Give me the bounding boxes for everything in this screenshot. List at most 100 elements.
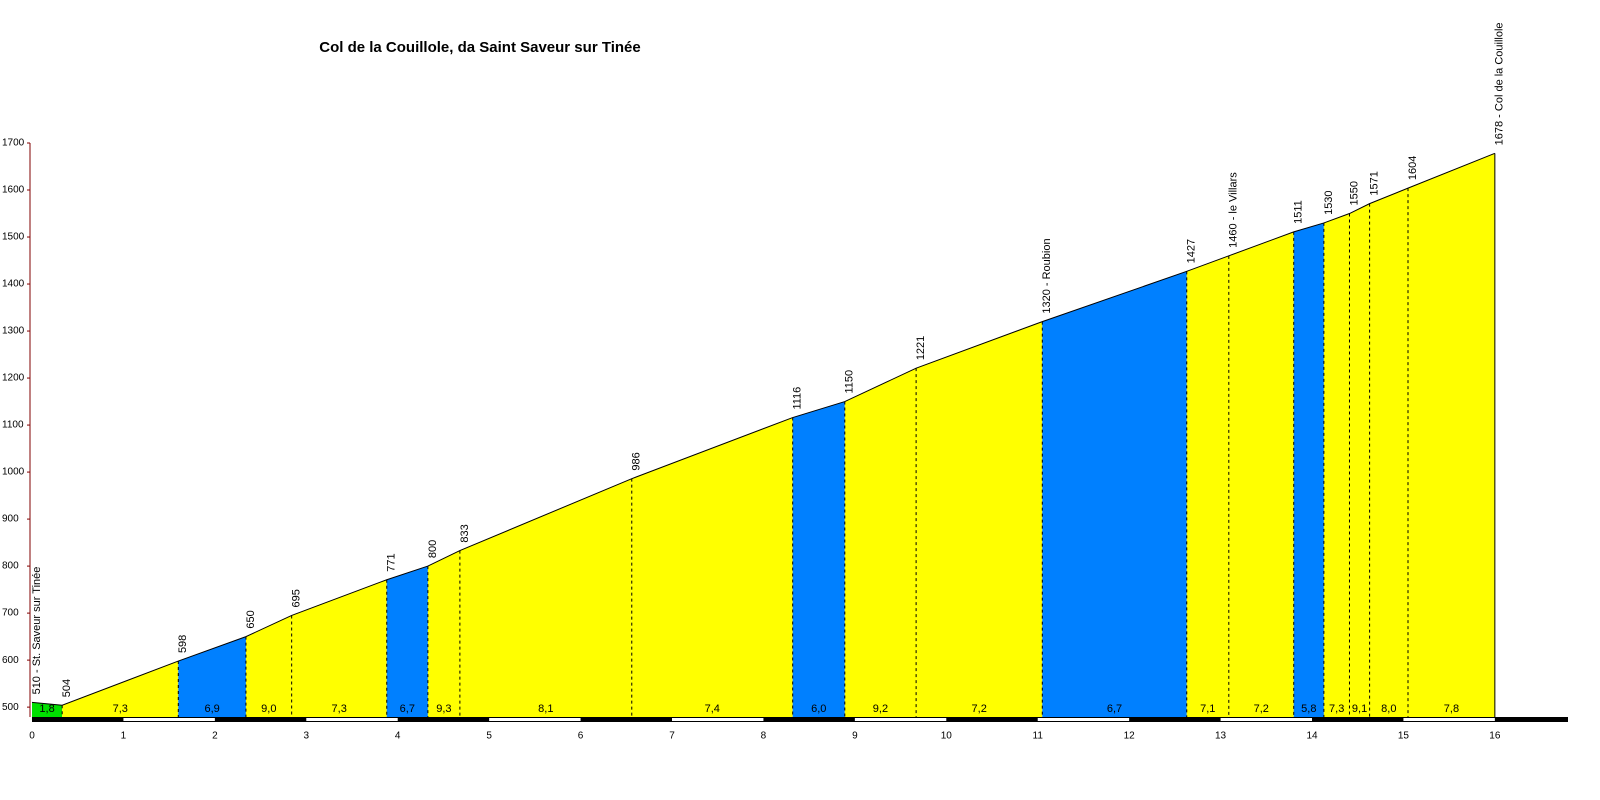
x-tick-label: 4 [395,731,401,742]
point-label: 1150 [844,370,856,394]
y-tick-label: 1700 [2,138,25,149]
gradient-label: 9,2 [873,703,888,715]
y-tick-label: 600 [2,655,19,666]
x-tick-label: 16 [1489,731,1501,742]
km-bar-white [489,718,581,721]
profile-segment [631,417,793,717]
point-label: 1320 - Roubion [1041,238,1053,313]
x-tick-label: 8 [761,731,767,742]
profile-segment [916,321,1043,717]
km-bar [32,717,1568,722]
point-label: 1604 [1407,156,1419,180]
point-label: 1550 [1348,181,1360,205]
point-label: 1511 [1293,200,1305,224]
gradient-label: 7,3 [113,703,128,715]
point-label: 510 - St. Saveur sur Tinée [31,567,43,695]
y-tick-label: 1100 [2,420,24,431]
gradient-label: 7,4 [705,703,720,715]
chart-title: Col de la Couillole, da Saint Saveur sur… [319,39,640,56]
profile-segment [1228,231,1294,717]
profile-segment [1042,271,1187,717]
profile-line [31,152,1496,706]
y-tick-label: 900 [2,514,19,525]
x-tick-label: 3 [304,731,310,742]
x-tick-label: 0 [29,731,35,742]
point-label: 1221 [915,336,927,360]
profile-segment [1293,222,1324,718]
point-label: 1116 [792,387,804,410]
point-label: 650 [245,610,257,628]
x-tick-label: 6 [578,731,584,742]
profile-segment [1323,213,1350,717]
x-tick-label: 14 [1306,731,1318,742]
profile-segment [178,636,246,717]
profile-segment [1349,203,1370,717]
profile-segment [32,702,63,717]
gradient-label: 8,1 [538,703,553,715]
profile-segment [1408,153,1495,717]
y-tick-label: 1400 [2,279,25,290]
gradient-label: 6,7 [1107,703,1122,715]
y-tick-label: 1500 [2,232,25,243]
gradient-label: 9,3 [436,703,451,715]
x-tick-label: 12 [1124,731,1136,742]
point-label: 1460 - le Villars [1228,172,1240,248]
km-bar-white [1220,718,1312,721]
profile-segment [1369,188,1408,717]
gradient-label: 7,2 [972,703,987,715]
km-bar-white [123,718,215,721]
point-label: 598 [177,635,189,653]
point-label: 771 [386,553,398,571]
gradient-label: 7,3 [1329,703,1344,715]
point-label: 986 [631,452,643,470]
point-label: 504 [61,679,73,697]
profile-segment [459,478,632,717]
profile-segment [1186,255,1229,717]
km-bar-white [1037,718,1130,721]
gradient-label: 8,0 [1381,703,1396,715]
profile-segment [427,550,460,717]
profile-segment [844,368,917,717]
x-tick-label: 2 [212,731,218,742]
profile-segment [291,579,387,717]
point-label: 1678 - Col de la Couillole [1494,22,1506,145]
x-tick-label: 13 [1215,731,1227,742]
y-tick-label: 800 [2,561,19,572]
point-label: 833 [459,524,471,542]
gradient-label: 7,8 [1444,703,1459,715]
x-tick-label: 7 [669,731,675,742]
y-tick-label: 1300 [2,326,25,337]
gradient-label: 1,8 [39,703,54,715]
km-bar-white [1403,718,1495,721]
y-tick-label: 500 [2,702,19,713]
gradient-label: 7,2 [1254,703,1269,715]
gradient-label: 7,1 [1200,703,1215,715]
point-label: 1571 [1369,171,1381,195]
profile-segment [245,615,292,717]
gradient-label: 6,7 [400,703,415,715]
y-tick-label: 1200 [2,373,25,384]
x-tick-label: 1 [121,731,127,742]
km-bar-white [672,718,764,721]
y-tick-label: 1600 [2,185,25,196]
gradient-label: 7,3 [332,703,347,715]
gradient-label: 9,0 [261,703,276,715]
x-tick-label: 9 [852,731,858,742]
x-tick-label: 15 [1398,731,1410,742]
profile-segment [386,566,428,717]
x-tick-label: 11 [1033,731,1044,742]
gradient-label: 5,8 [1301,703,1316,715]
km-bar-white [854,718,947,721]
y-tick-label: 1000 [2,467,25,478]
profile-segment [792,401,845,717]
x-tick-label: 10 [941,731,953,742]
point-label: 695 [291,589,303,607]
x-tick-label: 5 [486,731,492,742]
point-label: 1530 [1323,190,1335,214]
profile-segment [62,661,179,717]
km-bar-white [306,718,398,721]
point-label: 1427 [1186,239,1198,263]
gradient-label: 6,9 [204,703,219,715]
point-label: 800 [427,540,439,558]
